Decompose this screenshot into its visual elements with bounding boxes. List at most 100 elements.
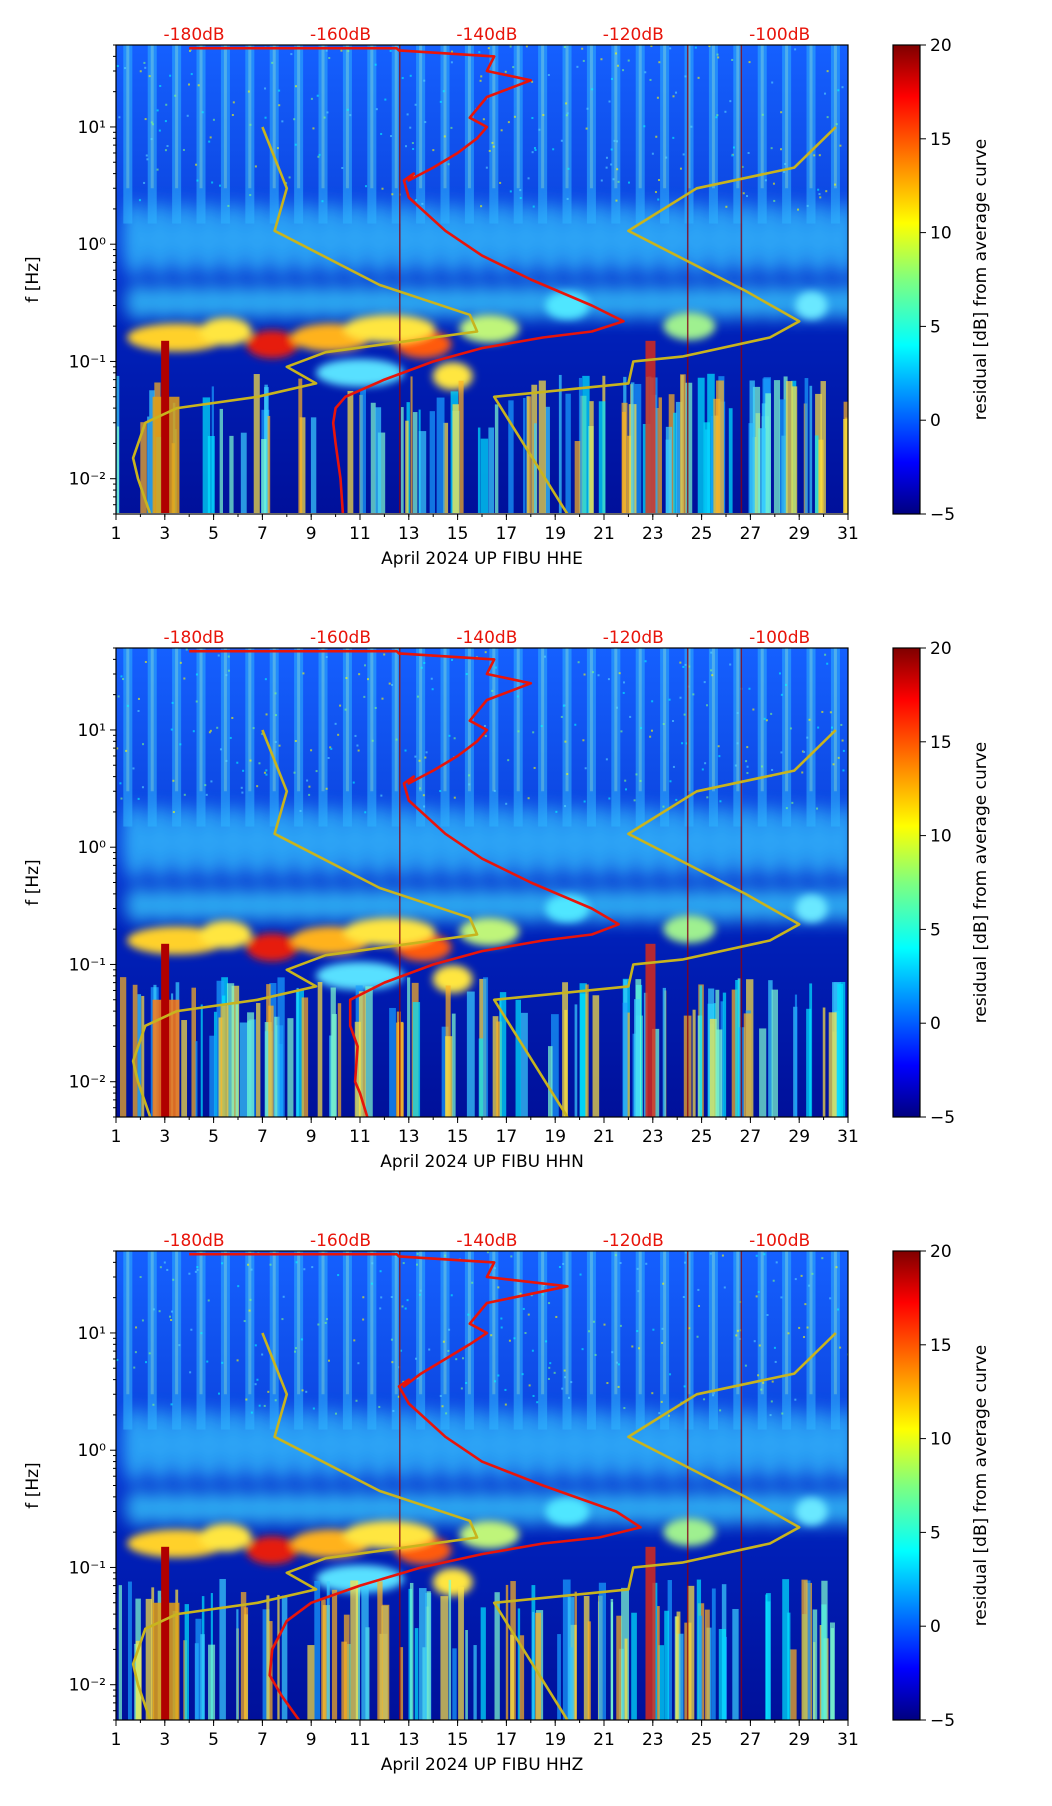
speckle xyxy=(252,727,255,730)
speckle xyxy=(637,1290,640,1293)
speckle xyxy=(169,74,172,77)
stripe xyxy=(199,648,203,792)
speckle xyxy=(736,742,739,745)
speckle xyxy=(390,1338,393,1341)
streak xyxy=(213,1011,218,1117)
stripe xyxy=(711,45,715,189)
speckle xyxy=(633,799,636,802)
colorbar-label: residual [dB] from average curve xyxy=(971,742,991,1023)
speckle xyxy=(708,45,711,48)
streak xyxy=(436,397,445,513)
speckle xyxy=(801,771,804,774)
speckle xyxy=(439,790,442,793)
speckle xyxy=(703,681,706,684)
stripe xyxy=(175,45,179,189)
speckle xyxy=(158,1310,161,1313)
speckle xyxy=(837,89,840,92)
speckle xyxy=(144,118,147,121)
residual-blob xyxy=(393,284,422,321)
speckle xyxy=(771,81,774,84)
streak xyxy=(564,1009,568,1117)
db-axis-label: -160dB xyxy=(310,628,371,648)
streak xyxy=(703,422,710,513)
streak xyxy=(508,400,514,513)
residual-blob xyxy=(198,887,227,924)
speckle xyxy=(748,687,751,690)
streak xyxy=(610,1602,614,1720)
speckle xyxy=(132,767,135,770)
speckle xyxy=(195,700,198,703)
speckle xyxy=(209,136,212,139)
speckle xyxy=(465,673,468,676)
streak xyxy=(662,987,666,1117)
streak xyxy=(314,1580,321,1720)
speckle xyxy=(710,669,713,672)
speckle xyxy=(166,145,169,148)
speckle xyxy=(824,92,827,95)
speckle xyxy=(423,661,426,664)
x-tick-label: 31 xyxy=(837,1127,859,1147)
speckle xyxy=(536,1401,539,1404)
speckle xyxy=(736,1329,739,1332)
streak xyxy=(538,380,546,513)
speckle xyxy=(527,797,530,800)
speckle xyxy=(622,691,625,694)
streak xyxy=(820,381,826,513)
streak xyxy=(773,380,781,513)
stripe xyxy=(760,648,764,792)
x-tick-label: 17 xyxy=(496,1127,518,1147)
speckle xyxy=(483,724,486,727)
speckle xyxy=(404,1307,407,1310)
low-frequency-streaks xyxy=(118,1546,835,1720)
residual-blob xyxy=(198,284,227,321)
residual-blob xyxy=(271,284,300,321)
speckle xyxy=(392,1409,395,1412)
speckle xyxy=(384,98,387,101)
stripe xyxy=(272,1251,276,1395)
speckle xyxy=(636,1330,639,1333)
streak xyxy=(804,378,809,513)
speckle xyxy=(171,701,174,704)
speckle xyxy=(825,190,828,193)
y-tick-label: 10¹ xyxy=(78,118,106,138)
speckle xyxy=(216,726,219,729)
speckle-noise xyxy=(116,1251,848,1417)
residual-blob xyxy=(637,284,666,321)
stripe xyxy=(541,45,545,189)
speckle xyxy=(564,805,567,808)
speckle xyxy=(605,156,608,159)
speckle xyxy=(494,1380,497,1383)
speckle xyxy=(842,749,845,752)
speckle xyxy=(610,148,613,151)
residual-blob xyxy=(198,1490,227,1527)
speckle xyxy=(264,116,267,119)
speckle xyxy=(494,1267,497,1270)
speckle xyxy=(324,1321,327,1324)
speckle xyxy=(254,1383,257,1386)
speckle xyxy=(808,1284,811,1287)
speckle xyxy=(638,1347,641,1350)
speckle xyxy=(826,662,829,665)
x-tick-label: 1 xyxy=(111,524,122,544)
speckle xyxy=(208,731,211,734)
speckle xyxy=(787,1332,790,1335)
residual-blob xyxy=(515,284,544,321)
residual-blob xyxy=(345,284,374,321)
x-tick-label: 23 xyxy=(642,1127,664,1147)
microseism-peak xyxy=(199,1523,252,1552)
speckle xyxy=(144,66,147,69)
speckle xyxy=(281,120,284,123)
speckle xyxy=(356,744,359,747)
stripe xyxy=(199,45,203,189)
speckle xyxy=(775,1261,778,1264)
residual-blob xyxy=(247,1490,276,1527)
speckle xyxy=(563,1369,566,1372)
speckle xyxy=(159,84,162,87)
stripe xyxy=(297,45,301,189)
speckle xyxy=(555,1315,558,1318)
speckle xyxy=(340,49,343,52)
speckle xyxy=(729,100,732,103)
speckle xyxy=(724,110,727,113)
residual-blob xyxy=(686,1490,715,1527)
streak xyxy=(718,1628,727,1720)
